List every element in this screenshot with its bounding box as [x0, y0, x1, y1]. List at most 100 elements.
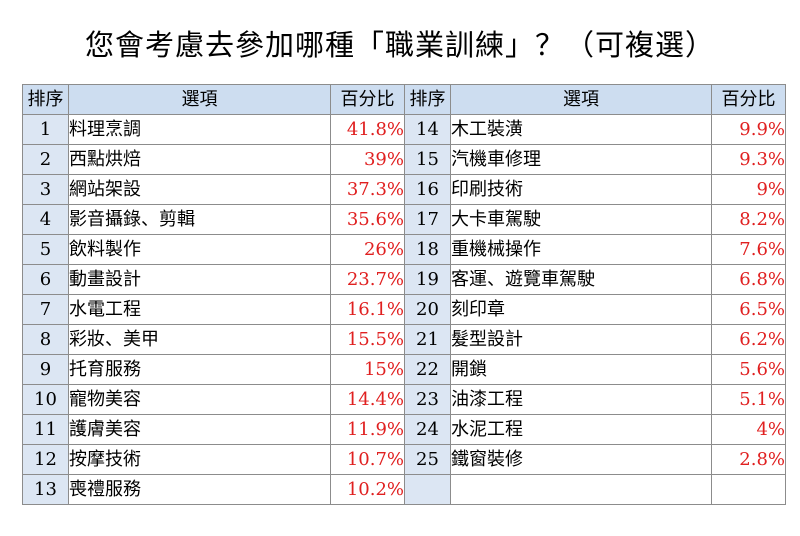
- rank-cell-left: 4: [22, 204, 69, 235]
- table-row: 11 護膚美容 11.9% 24 水泥工程 4%: [22, 414, 786, 445]
- option-cell-right: 水泥工程: [450, 414, 712, 445]
- option-cell-left: 動畫設計: [68, 264, 331, 295]
- page-title: 您會考慮去參加哪種「職業訓練」？（可複選）: [84, 28, 715, 62]
- table-row: 7 水電工程 16.1% 20 刻印章 6.5%: [22, 294, 786, 325]
- rank-cell-right: 16: [404, 174, 451, 205]
- rank-cell-right: 23: [404, 384, 451, 415]
- option-cell-right: 刻印章: [450, 294, 712, 325]
- option-cell-left: 寵物美容: [68, 384, 331, 415]
- percent-cell-left: 41.8%: [330, 114, 405, 145]
- option-cell-left: 彩妝、美甲: [68, 324, 331, 355]
- rank-cell-left: 9: [22, 354, 69, 385]
- percent-cell-left: 26%: [330, 234, 405, 265]
- percent-cell-right: 5.1%: [711, 384, 786, 415]
- rank-cell-right: 18: [404, 234, 451, 265]
- table-row: 2 西點烘焙 39% 15 汽機車修理 9.3%: [22, 144, 786, 175]
- table-row: 12 按摩技術 10.7% 25 鐵窗裝修 2.8%: [22, 444, 786, 475]
- rank-cell-left: 1: [22, 114, 69, 145]
- percent-cell-right: 6.2%: [711, 324, 786, 355]
- rank-cell-left: 5: [22, 234, 69, 265]
- rank-cell-left: 3: [22, 174, 69, 205]
- percent-cell-right: 8.2%: [711, 204, 786, 235]
- rank-cell-right: 24: [404, 414, 451, 445]
- rank-cell-right: 14: [404, 114, 451, 145]
- table-row: 1 料理烹調 41.8% 14 木工裝潢 9.9%: [22, 114, 786, 145]
- option-cell-right: 客運、遊覽車駕駛: [450, 264, 712, 295]
- option-cell-right: 油漆工程: [450, 384, 712, 415]
- percent-cell-left: 37.3%: [330, 174, 405, 205]
- percent-cell-right: 6.5%: [711, 294, 786, 325]
- percent-cell-left: 15.5%: [330, 324, 405, 355]
- percent-cell-left: 23.7%: [330, 264, 405, 295]
- percent-cell-right: 9.9%: [711, 114, 786, 145]
- option-cell-left: 西點烘焙: [68, 144, 331, 175]
- rank-cell-right: 17: [404, 204, 451, 235]
- rank-cell-left: 10: [22, 384, 69, 415]
- percent-cell-left: 10.2%: [330, 474, 405, 505]
- rank-cell-left: 12: [22, 444, 69, 475]
- rank-cell-right: [404, 474, 451, 505]
- table-row: 4 影音攝錄、剪輯 35.6% 17 大卡車駕駛 8.2%: [22, 204, 786, 235]
- header-rank-left: 排序: [22, 84, 69, 115]
- option-cell-left: 料理烹調: [68, 114, 331, 145]
- table-row: 5 飲料製作 26% 18 重機械操作 7.6%: [22, 234, 786, 265]
- percent-cell-left: 15%: [330, 354, 405, 385]
- option-cell-right: 開鎖: [450, 354, 712, 385]
- header-percent-right: 百分比: [711, 84, 786, 115]
- table-row: 9 托育服務 15% 22 開鎖 5.6%: [22, 354, 786, 385]
- option-cell-left: 護膚美容: [68, 414, 331, 445]
- rank-cell-right: 21: [404, 324, 451, 355]
- rank-cell-left: 13: [22, 474, 69, 505]
- percent-cell-left: 39%: [330, 144, 405, 175]
- option-cell-left: 影音攝錄、剪輯: [68, 204, 331, 235]
- header-rank-right: 排序: [404, 84, 451, 115]
- option-cell-right: 大卡車駕駛: [450, 204, 712, 235]
- table-row: 3 網站架設 37.3% 16 印刷技術 9%: [22, 174, 786, 205]
- option-cell-right: 木工裝潢: [450, 114, 712, 145]
- table-row: 13 喪禮服務 10.2%: [22, 474, 786, 505]
- rank-cell-left: 6: [22, 264, 69, 295]
- rank-cell-right: 25: [404, 444, 451, 475]
- option-cell-right: 印刷技術: [450, 174, 712, 205]
- option-cell-right: 汽機車修理: [450, 144, 712, 175]
- percent-cell-right: [711, 474, 786, 505]
- header-option-right: 選項: [450, 84, 712, 115]
- header-percent-left: 百分比: [330, 84, 405, 115]
- rank-cell-left: 8: [22, 324, 69, 355]
- percent-cell-right: 9%: [711, 174, 786, 205]
- option-cell-right: 鐵窗裝修: [450, 444, 712, 475]
- table-body: 1 料理烹調 41.8% 14 木工裝潢 9.9% 2 西點烘焙 39% 15 汽機車修理 9.3% 3…: [22, 114, 786, 505]
- option-cell-left: 按摩技術: [68, 444, 331, 475]
- percent-cell-right: 5.6%: [711, 354, 786, 385]
- rank-cell-left: 7: [22, 294, 69, 325]
- option-cell-left: 水電工程: [68, 294, 331, 325]
- option-cell-left: 網站架設: [68, 174, 331, 205]
- percent-cell-right: 4%: [711, 414, 786, 445]
- percent-cell-left: 11.9%: [330, 414, 405, 445]
- rank-cell-left: 11: [22, 414, 69, 445]
- rank-cell-left: 2: [22, 144, 69, 175]
- option-cell-left: 喪禮服務: [68, 474, 331, 505]
- rank-cell-right: 15: [404, 144, 451, 175]
- percent-cell-left: 35.6%: [330, 204, 405, 235]
- rank-cell-right: 20: [404, 294, 451, 325]
- table-row: 8 彩妝、美甲 15.5% 21 髮型設計 6.2%: [22, 324, 786, 355]
- ranking-table: 排序 選項 百分比 排序 選項 百分比 1 料理烹調 41.8% 14 木工裝潢 9.9%…: [22, 84, 786, 505]
- option-cell-right: [450, 474, 712, 505]
- header-option-left: 選項: [68, 84, 331, 115]
- percent-cell-left: 10.7%: [330, 444, 405, 475]
- table-row: 6 動畫設計 23.7% 19 客運、遊覽車駕駛 6.8%: [22, 264, 786, 295]
- percent-cell-left: 16.1%: [330, 294, 405, 325]
- percent-cell-right: 6.8%: [711, 264, 786, 295]
- percent-cell-left: 14.4%: [330, 384, 405, 415]
- table-row: 10 寵物美容 14.4% 23 油漆工程 5.1%: [22, 384, 786, 415]
- rank-cell-right: 19: [404, 264, 451, 295]
- percent-cell-right: 2.8%: [711, 444, 786, 475]
- option-cell-right: 髮型設計: [450, 324, 712, 355]
- option-cell-left: 托育服務: [68, 354, 331, 385]
- rank-cell-right: 22: [404, 354, 451, 385]
- percent-cell-right: 7.6%: [711, 234, 786, 265]
- option-cell-right: 重機械操作: [450, 234, 712, 265]
- option-cell-left: 飲料製作: [68, 234, 331, 265]
- header-row: 排序 選項 百分比 排序 選項 百分比: [22, 84, 786, 115]
